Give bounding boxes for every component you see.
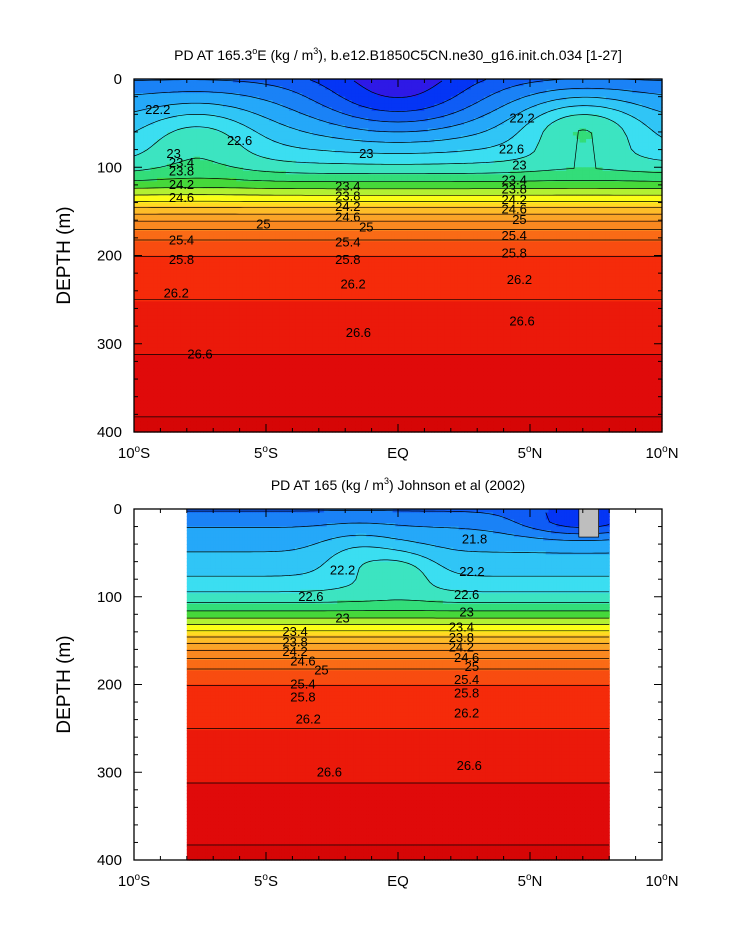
panel-1: PD AT 165.3oE (kg / m3), b.e12.B1850C5CN… (54, 46, 679, 462)
chart-title: PD AT 165.3oE (kg / m3), b.e12.B1850C5CN… (174, 46, 622, 63)
